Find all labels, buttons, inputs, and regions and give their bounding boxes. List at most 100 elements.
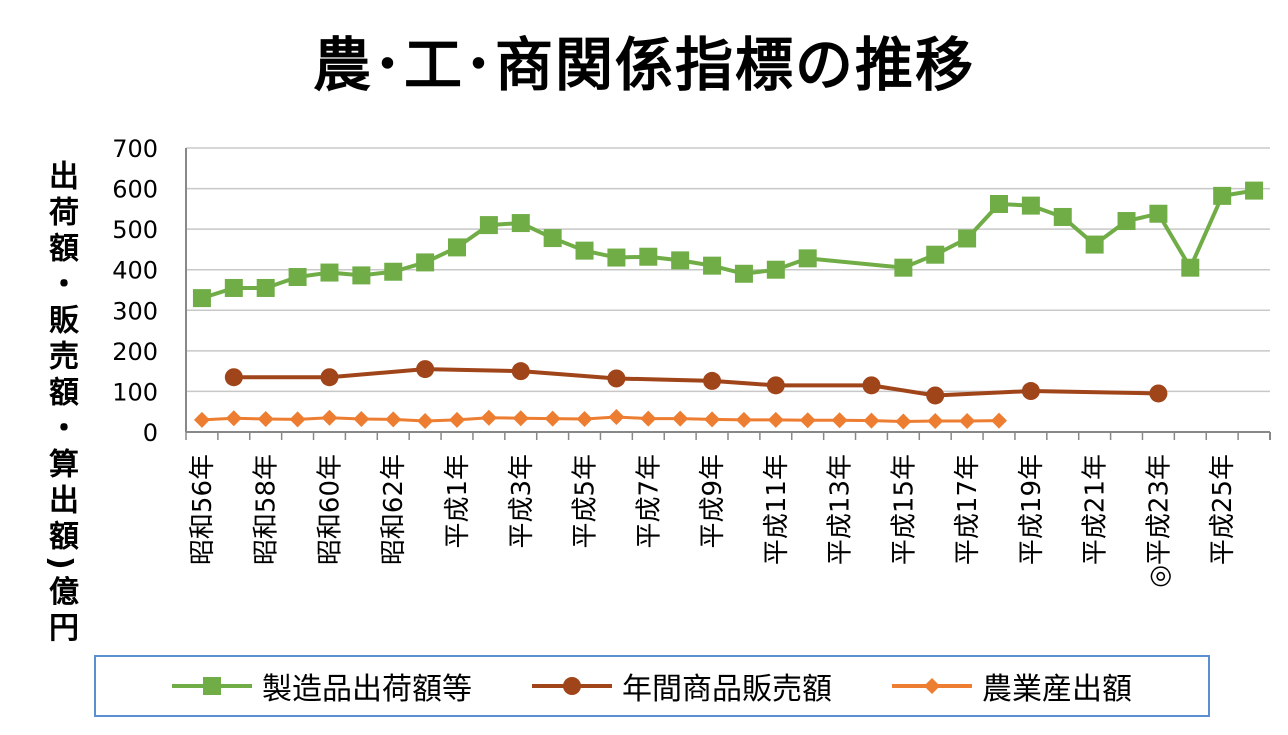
y-tick-label: 0 (143, 419, 158, 447)
data-point (289, 411, 306, 428)
x-tick-label: 平成17年 (953, 454, 983, 565)
y-tick-label: 500 (112, 216, 158, 244)
data-point (608, 408, 625, 425)
data-point (1149, 204, 1168, 223)
data-point (288, 268, 307, 287)
x-tick-label: 平成15年 (889, 454, 919, 565)
legend-swatch (532, 677, 612, 695)
data-point (563, 677, 581, 695)
data-point (799, 412, 816, 429)
data-point (894, 258, 913, 277)
x-tick-label: 昭和62年 (379, 454, 409, 565)
y-tick-labels: 0 100 200 300 400 500 600 700 (112, 135, 158, 447)
legend-label: 年間商品販売額 (622, 672, 832, 707)
data-point (543, 229, 562, 248)
line-chart: 0 100 200 300 400 500 600 700 昭和56年 昭和58年 昭和60年 昭和… (112, 135, 1271, 588)
data-point (511, 362, 530, 381)
data-point (384, 262, 403, 281)
x-tick-label: 平成9年 (698, 454, 728, 549)
data-point (449, 411, 465, 428)
data-point (734, 264, 753, 283)
y-tick-label: 600 (112, 176, 158, 204)
data-point (448, 238, 466, 257)
x-tick-label: 平成7年 (634, 454, 664, 549)
legend-item: 年間商品販売額 (532, 664, 832, 708)
y-axis-label: 出荷額・販売額・算出額)億円 (43, 160, 78, 648)
x-tick-labels: 昭和56年 昭和58年 昭和60年 昭和62年 平成1年 平成3年 平成5年 平成7年 平成9年… (188, 454, 1238, 588)
legend-swatch (172, 677, 252, 695)
series-square (192, 181, 1264, 308)
data-point (862, 376, 881, 395)
data-point (575, 241, 594, 260)
data-point (990, 194, 1008, 213)
data-point (511, 214, 530, 233)
x-tick-label: 平成1年 (443, 454, 473, 549)
data-point (672, 410, 689, 427)
y-tick-label: 400 (112, 257, 158, 285)
x-tick-label: 平成13年 (826, 454, 856, 565)
data-point (320, 368, 339, 387)
data-point (225, 410, 242, 427)
data-point (703, 256, 722, 275)
gridlines (185, 147, 1271, 440)
data-point (417, 413, 434, 430)
x-tick-label: 昭和58年 (252, 454, 282, 565)
data-point (416, 253, 435, 272)
data-point (863, 412, 880, 429)
data-point (479, 216, 498, 235)
data-point (224, 278, 243, 297)
data-point (1117, 212, 1136, 231)
x-tick-label: 平成25年 (1208, 454, 1238, 565)
data-point (639, 247, 658, 266)
data-point (320, 263, 339, 282)
data-point (798, 249, 817, 268)
data-point (353, 411, 370, 428)
legend-swatch (892, 678, 972, 694)
data-point (1021, 196, 1040, 215)
legend: 製造品出荷額等 年間商品販売額 農業産出額 (94, 655, 1210, 717)
x-tick-label: 平成11年 (762, 454, 792, 565)
data-point (1053, 207, 1072, 226)
data-point (958, 229, 977, 248)
data-point (607, 248, 626, 267)
data-point (831, 412, 848, 429)
y-tick-label: 300 (112, 297, 158, 325)
data-point (671, 251, 690, 270)
data-point (1085, 235, 1104, 254)
data-point (735, 411, 752, 428)
data-point (321, 409, 338, 426)
x-tick-label: 平成5年 (571, 454, 601, 549)
series-diamond (193, 408, 1007, 430)
series-circle (224, 360, 1168, 405)
x-tick-label: 昭和60年 (315, 454, 345, 565)
data-point (926, 386, 945, 405)
data-point (926, 245, 945, 264)
y-tick-label: 700 (112, 135, 158, 163)
x-tick-label: 平成19年 (1017, 454, 1047, 565)
data-point (1021, 382, 1040, 401)
legend-item: 農業産出額 (892, 664, 1132, 708)
data-point (766, 376, 785, 395)
x-tick-label: ◎平成23年 (1144, 454, 1174, 588)
y-tick-label: 200 (112, 338, 158, 366)
data-point (480, 409, 497, 426)
data-point (607, 369, 626, 388)
data-point (576, 411, 593, 428)
data-point (1245, 181, 1264, 200)
data-point (416, 360, 435, 379)
data-point (1149, 384, 1168, 403)
data-point (703, 371, 722, 390)
legend-label: 農業産出額 (982, 672, 1132, 707)
legend-label: 製造品出荷額等 (262, 672, 472, 707)
x-tick-label: 平成21年 (1081, 454, 1111, 565)
data-point (924, 678, 940, 694)
data-point (192, 289, 211, 308)
chart-title: 農･工･商関係指標の推移 (312, 31, 975, 99)
x-tick-label: 昭和56年 (188, 454, 218, 565)
data-point (203, 677, 221, 695)
series-line (201, 415, 1000, 423)
data-point (767, 411, 784, 428)
y-tick-label: 100 (112, 378, 158, 406)
data-point (512, 410, 529, 427)
data-point (224, 368, 243, 387)
